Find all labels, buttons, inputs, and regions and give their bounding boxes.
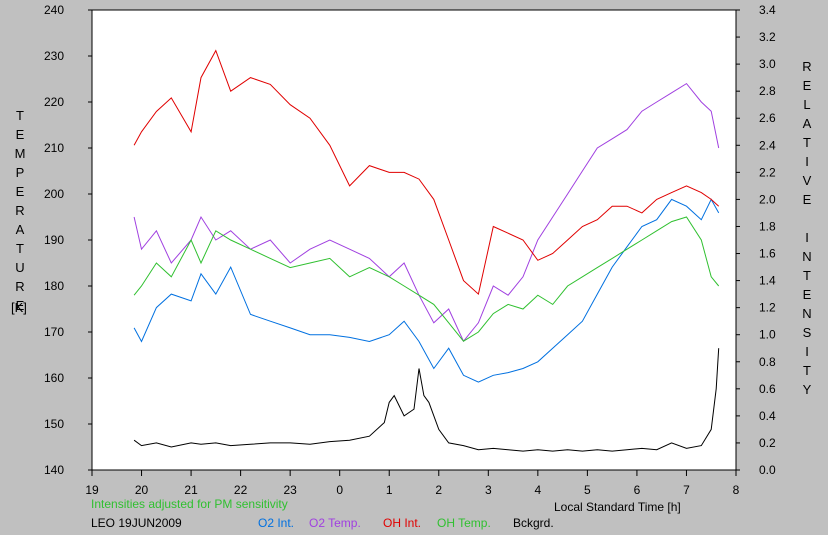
y-right-tick-label: 2.0: [759, 192, 776, 206]
legend-oh-temp: OH Temp.: [437, 516, 491, 530]
legend-oh-int: OH Int.: [383, 516, 422, 530]
x-tick-label: 0: [336, 483, 343, 497]
y-right-tick-label: 0.8: [759, 355, 776, 369]
x-axis-title: Local Standard Time [h]: [554, 500, 681, 514]
y-right-tick-label: 0.0: [759, 463, 776, 477]
x-tick-label: 4: [535, 483, 542, 497]
y-right-tick-label: 3.4: [759, 3, 776, 17]
y-right-tick-label: 3.2: [759, 30, 776, 44]
y-left-tick-label: 240: [44, 3, 64, 17]
x-tick-label: 8: [733, 483, 740, 497]
sensitivity-note: Intensities adjusted for PM sensitivity: [91, 497, 288, 511]
y-left-tick-label: 140: [44, 463, 64, 477]
y-right-tick-label: 0.4: [759, 409, 776, 423]
x-tick-label: 2: [435, 483, 442, 497]
y-left-tick-label: 150: [44, 417, 64, 431]
plot-area: [92, 10, 736, 470]
axes-layer: 19 20 21 22 23 0 1 2 3 4 5 6 7 8140150160170180190200…: [44, 3, 776, 497]
series-layer: [133, 49, 720, 452]
y-right-tick-label: 1.0: [759, 328, 776, 342]
x-tick-label: 20: [135, 483, 149, 497]
x-tick-label: 23: [283, 483, 297, 497]
legend-bckgrd: Bckgrd.: [513, 516, 554, 530]
y-axis-left-unit: [K]: [11, 300, 27, 315]
x-tick-label: 1: [386, 483, 393, 497]
x-tick-label: 5: [584, 483, 591, 497]
y-right-tick-label: 2.6: [759, 111, 776, 125]
y-left-tick-label: 230: [44, 49, 64, 63]
y-left-tick-label: 210: [44, 141, 64, 155]
legend-o2-temp: O2 Temp.: [309, 516, 361, 530]
x-tick-label: 7: [683, 483, 690, 497]
series-o2-int-line: [133, 198, 720, 383]
x-tick-label: 6: [634, 483, 641, 497]
y-left-tick-label: 190: [44, 233, 64, 247]
legend-o2-int: O2 Int.: [258, 516, 295, 530]
x-tick-label: 3: [485, 483, 492, 497]
series-bckgrd-line: [133, 348, 720, 452]
y-right-tick-label: 1.2: [759, 301, 776, 315]
y-left-tick-label: 160: [44, 371, 64, 385]
y-right-tick-label: 0.2: [759, 436, 776, 450]
y-right-tick-label: 1.4: [759, 274, 776, 288]
series-oh-temp-line: [133, 216, 720, 342]
y-right-tick-label: 3.0: [759, 57, 776, 71]
y-left-tick-label: 200: [44, 187, 64, 201]
y-right-tick-label: 1.6: [759, 247, 776, 261]
y-right-tick-label: 0.6: [759, 382, 776, 396]
x-tick-label: 19: [85, 483, 99, 497]
y-right-tick-label: 2.4: [759, 138, 776, 152]
station-date: LEO 19JUN2009: [91, 516, 182, 530]
y-right-tick-label: 2.2: [759, 165, 776, 179]
y-left-tick-label: 170: [44, 325, 64, 339]
series-o2-temp-line: [133, 82, 720, 343]
x-tick-label: 22: [234, 483, 248, 497]
y-right-tick-label: 2.8: [759, 84, 776, 98]
series-oh-int-line: [133, 49, 720, 296]
y-left-tick-label: 180: [44, 279, 64, 293]
y-left-tick-label: 220: [44, 95, 64, 109]
x-tick-label: 21: [184, 483, 198, 497]
y-right-tick-label: 1.8: [759, 219, 776, 233]
